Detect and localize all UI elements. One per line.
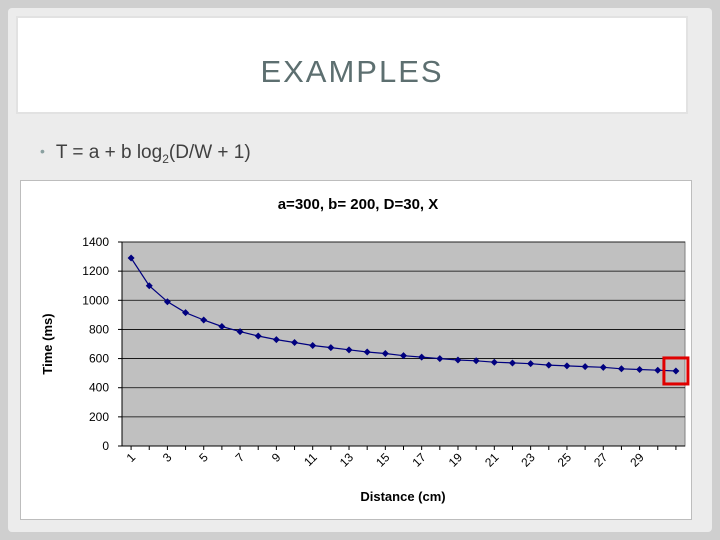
x-tick-label: 9: [269, 450, 284, 465]
bullet-item: • T = a + b log2(D/W + 1): [40, 142, 251, 166]
y-tick-label: 1200: [82, 264, 109, 278]
y-tick-label: 400: [89, 381, 109, 395]
data-point: [127, 254, 135, 262]
y-tick-label: 600: [89, 352, 109, 366]
data-point: [636, 366, 644, 373]
y-tick-label: 0: [102, 439, 109, 453]
data-point: [617, 365, 625, 373]
y-tick-label: 200: [89, 410, 109, 424]
x-tick-label: 29: [627, 450, 647, 470]
y-tick-label: 1400: [82, 235, 109, 249]
data-point: [581, 363, 589, 371]
data-point: [527, 360, 535, 368]
highlight-box: [662, 356, 690, 386]
data-point: [163, 298, 171, 306]
data-point: [218, 323, 226, 331]
y-tick-label: 800: [89, 322, 109, 336]
x-axis-label: Distance (cm): [360, 489, 445, 504]
x-tick-label: 5: [196, 450, 211, 465]
data-point: [345, 346, 353, 354]
data-point: [145, 282, 153, 290]
x-tick-label: 27: [591, 450, 611, 470]
formula-prefix: T = a + b log: [55, 142, 163, 163]
chart-title: a=300, b= 200, D=30, X: [278, 196, 439, 213]
data-point: [236, 328, 244, 336]
formula-text: T = a + b log2(D/W + 1): [55, 142, 251, 166]
formula-subscript: 2: [162, 151, 169, 166]
data-point: [508, 359, 516, 367]
x-tick-label: 11: [301, 450, 320, 469]
x-tick-label: 7: [233, 450, 248, 465]
data-point: [454, 356, 462, 364]
title-box: EXAMPLES: [16, 16, 688, 114]
data-point: [272, 336, 280, 344]
data-point: [309, 341, 317, 349]
x-tick-label: 3: [160, 450, 175, 465]
x-tick-label: 13: [337, 450, 357, 470]
data-point: [672, 367, 680, 375]
x-tick-label: 17: [409, 450, 429, 470]
x-tick-label: 19: [446, 450, 466, 470]
data-point: [381, 349, 389, 357]
data-point: [490, 358, 498, 366]
data-point: [563, 362, 571, 370]
data-point: [436, 355, 444, 363]
y-tick-label: 1000: [82, 293, 109, 307]
data-point: [327, 344, 335, 352]
data-point: [599, 363, 607, 371]
data-point: [418, 353, 426, 361]
data-point: [363, 348, 371, 356]
data-point: [200, 316, 208, 324]
data-point: [291, 339, 299, 347]
plot-area: [121, 241, 686, 447]
x-tick-label: 21: [482, 450, 502, 470]
y-axis-label: Time (ms): [40, 313, 55, 374]
data-point: [654, 366, 662, 374]
data-point: [400, 352, 407, 360]
data-point: [472, 357, 480, 365]
data-point: [182, 309, 190, 317]
x-tick-label: 15: [373, 450, 393, 470]
data-point: [545, 361, 553, 369]
x-tick-label: 25: [555, 450, 575, 470]
x-tick-label: 23: [518, 450, 538, 470]
slide-title: EXAMPLES: [260, 54, 444, 89]
x-tick-label: 1: [124, 450, 139, 465]
chart-frame: 0 200 400 600 800 1000 1200 1400 1 3 5 7 9 11 13 15 17 19…: [20, 180, 692, 520]
formula-suffix: (D/W + 1): [168, 142, 251, 163]
bullet-marker: •: [40, 143, 45, 159]
